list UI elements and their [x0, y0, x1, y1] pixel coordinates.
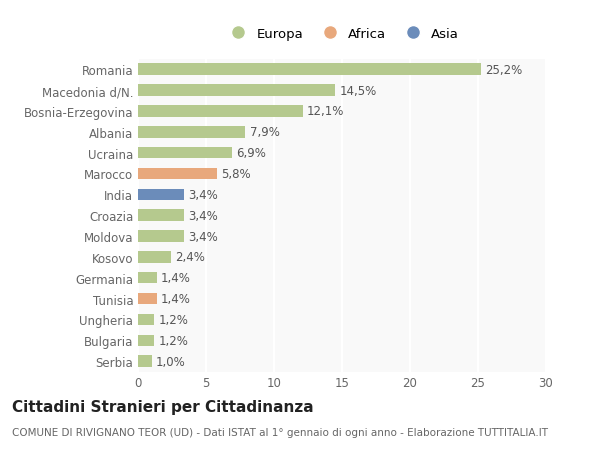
Bar: [138, 127, 245, 138]
Bar: [138, 85, 335, 96]
Bar: [138, 356, 152, 367]
Text: 3,4%: 3,4%: [188, 230, 218, 243]
Text: 3,4%: 3,4%: [188, 209, 218, 222]
Legend: Europa, Africa, Asia: Europa, Africa, Asia: [220, 22, 464, 46]
Text: 1,4%: 1,4%: [161, 272, 191, 285]
Text: 1,2%: 1,2%: [158, 313, 188, 326]
Bar: [138, 148, 232, 159]
Bar: [138, 168, 217, 180]
Text: 12,1%: 12,1%: [307, 105, 344, 118]
Bar: [138, 293, 157, 305]
Text: COMUNE DI RIVIGNANO TEOR (UD) - Dati ISTAT al 1° gennaio di ogni anno - Elaboraz: COMUNE DI RIVIGNANO TEOR (UD) - Dati IST…: [12, 427, 548, 437]
Text: Cittadini Stranieri per Cittadinanza: Cittadini Stranieri per Cittadinanza: [12, 399, 314, 414]
Bar: [138, 252, 170, 263]
Bar: [138, 231, 184, 242]
Bar: [138, 314, 154, 325]
Text: 25,2%: 25,2%: [485, 64, 522, 77]
Bar: [138, 189, 184, 201]
Text: 7,9%: 7,9%: [250, 126, 280, 139]
Bar: [138, 106, 302, 118]
Bar: [138, 273, 157, 284]
Bar: [138, 210, 184, 221]
Text: 1,4%: 1,4%: [161, 292, 191, 305]
Text: 3,4%: 3,4%: [188, 189, 218, 202]
Text: 1,0%: 1,0%: [155, 355, 185, 368]
Text: 1,2%: 1,2%: [158, 334, 188, 347]
Bar: [138, 64, 481, 76]
Text: 14,5%: 14,5%: [339, 84, 377, 97]
Text: 2,4%: 2,4%: [175, 251, 205, 264]
Text: 6,9%: 6,9%: [236, 147, 266, 160]
Bar: [138, 335, 154, 346]
Text: 5,8%: 5,8%: [221, 168, 251, 180]
